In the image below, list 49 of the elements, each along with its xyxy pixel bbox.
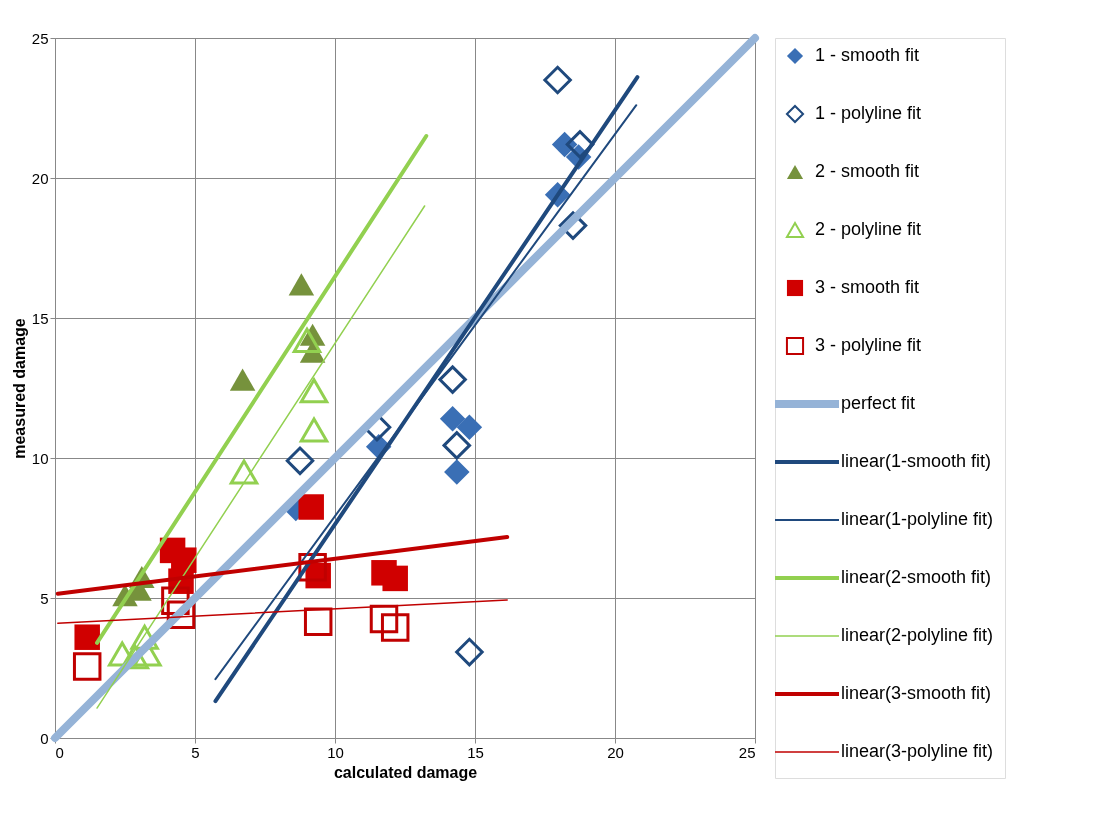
point [380,613,410,642]
point [543,65,572,95]
legend-label: linear(2-smooth fit) [841,567,992,587]
point [72,652,102,681]
x-axis-title: calculated damage [333,763,478,781]
legend-label: 1 - polyline fit [815,103,922,123]
x-tick-label: 5 [191,743,200,761]
legend-label: 3 - smooth fit [815,277,920,297]
point [439,406,466,432]
point [292,327,322,353]
x-tick-label: 10 [327,743,344,761]
point [456,414,483,440]
legend-label: 2 - polyline fit [815,219,922,239]
x-tick-label: 0 [55,743,64,761]
x-tick-label: 25 [738,743,756,761]
point [299,417,329,443]
legend-label: 2 - smooth fit [815,161,920,181]
x-tick-label: 20 [607,743,624,761]
point [299,378,329,404]
y-tick-label: 15 [31,309,49,327]
point [229,368,256,391]
point [288,273,315,296]
legend-label: linear(3-smooth fit) [841,683,992,703]
x-tick-label: 15 [467,743,484,761]
legend-label: linear(3-polyline fit) [841,741,994,761]
y-tick-label: 0 [40,729,49,747]
legend-label: perfect fit [841,393,916,413]
point [369,604,399,634]
y-tick-label: 25 [31,29,49,47]
point [285,446,315,476]
legend-label: 3 - polyline fit [815,335,922,355]
point [303,607,333,637]
point [455,637,484,667]
point [74,624,100,650]
point [442,431,472,460]
legend-label: 1 - smooth fit [815,45,920,65]
legend-label: linear(1-smooth fit) [841,451,992,471]
y-tick-label: 10 [31,449,49,467]
point [382,565,408,592]
y-tick-label: 5 [40,589,49,607]
legend-label: linear(1-polyline fit) [841,509,994,529]
y-axis-title: measured damage [10,318,28,459]
point [565,130,595,159]
legend-label: linear(2-polyline fit) [841,625,994,645]
y-tick-label: 20 [31,169,49,187]
point [229,459,259,485]
point [438,365,467,394]
point [298,494,324,520]
point [444,459,470,485]
